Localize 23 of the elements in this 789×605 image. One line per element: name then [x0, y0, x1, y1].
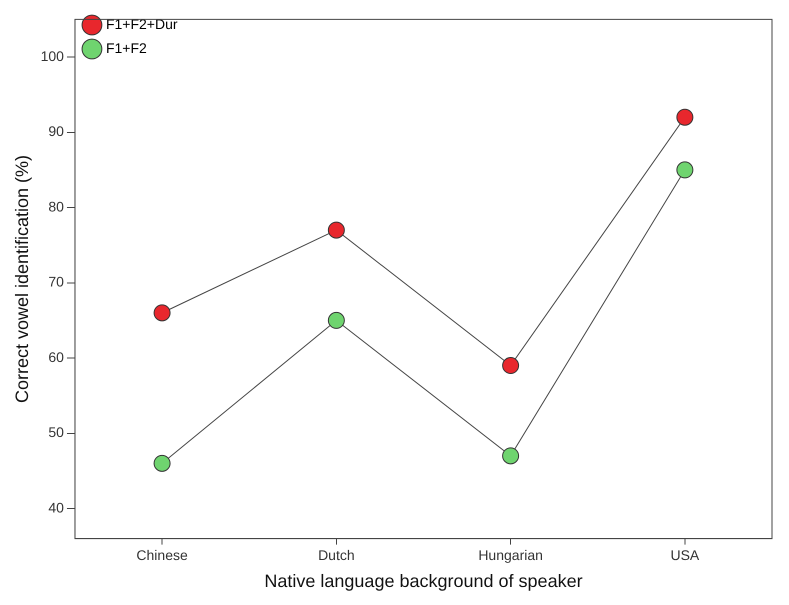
y-axis-title: Correct vowel identification (%) — [12, 154, 32, 404]
y-tick-label: 100 — [40, 48, 64, 64]
y-tick-label: 70 — [48, 274, 64, 290]
y-tick-label: 60 — [48, 348, 64, 365]
point — [154, 454, 171, 472]
y-tick-label: 80 — [48, 198, 64, 214]
point — [676, 108, 694, 126]
x-tick-label: USA — [670, 546, 700, 563]
legend-label: F1+F2 — [106, 40, 148, 56]
x-tick-label: Hungarian — [478, 546, 543, 563]
y-tick-label: 40 — [48, 499, 64, 516]
point — [502, 447, 520, 464]
point — [154, 304, 171, 322]
x-tick-label: Dutch — [318, 546, 355, 563]
point — [676, 161, 694, 178]
y-tick-label: 50 — [48, 424, 64, 440]
point — [328, 312, 345, 329]
point — [502, 357, 520, 374]
x-tick-label: Chinese — [136, 546, 188, 563]
legend-label: F1+F2+Dur — [106, 16, 178, 32]
point — [328, 222, 345, 239]
x-axis-title: Native language background of speaker — [264, 571, 583, 592]
y-tick-label: 90 — [48, 123, 64, 140]
